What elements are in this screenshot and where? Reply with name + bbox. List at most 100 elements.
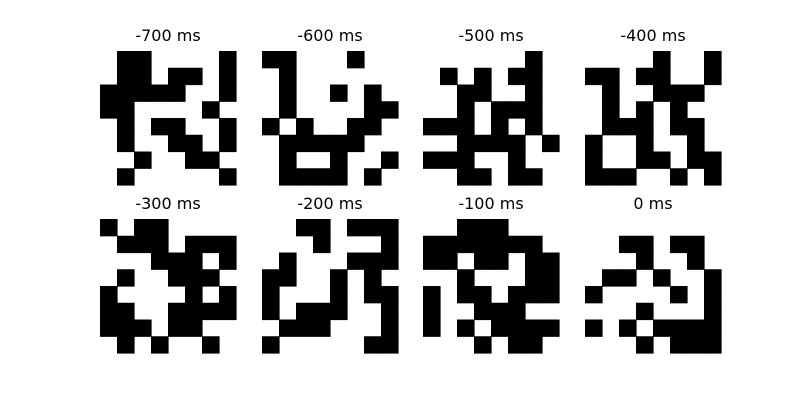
heatmap-cell bbox=[704, 68, 722, 85]
heatmap-cell bbox=[313, 303, 331, 320]
heatmap-cell bbox=[525, 269, 543, 286]
heatmap-cell bbox=[474, 68, 492, 85]
heatmap-cell bbox=[279, 168, 297, 185]
heatmap-cell bbox=[619, 118, 637, 135]
heatmap-cell bbox=[117, 85, 135, 102]
heatmap-cell bbox=[364, 286, 382, 303]
heatmap-cell bbox=[687, 152, 705, 169]
heatmap-cell bbox=[670, 168, 688, 185]
heatmap-cell bbox=[457, 85, 475, 102]
heatmap-cell bbox=[687, 135, 705, 152]
heatmap-cell bbox=[457, 135, 475, 152]
heatmap-cell bbox=[602, 118, 620, 135]
heatmap-cell bbox=[262, 118, 280, 135]
heatmap-cell bbox=[296, 118, 314, 135]
heatmap-cell bbox=[202, 101, 220, 118]
heatmap-cell bbox=[381, 320, 399, 337]
heatmap-cell bbox=[296, 303, 314, 320]
heatmap-cell bbox=[440, 236, 458, 253]
heatmap-cell bbox=[117, 320, 135, 337]
heatmap-cell bbox=[474, 135, 492, 152]
heatmap-cell bbox=[491, 135, 509, 152]
heatmap-cell bbox=[636, 152, 654, 169]
heatmap-cell bbox=[508, 236, 526, 253]
heatmap-cell bbox=[423, 152, 441, 169]
heatmap-cell bbox=[117, 51, 135, 68]
heatmap-cell bbox=[185, 253, 203, 270]
heatmap-cell bbox=[687, 236, 705, 253]
heatmap-cell bbox=[585, 168, 603, 185]
heatmap-cell bbox=[542, 269, 560, 286]
heatmap-cell bbox=[457, 269, 475, 286]
heatmap-cell bbox=[491, 303, 509, 320]
heatmap-cell bbox=[330, 135, 348, 152]
panel-7: 0 ms bbox=[585, 194, 722, 354]
heatmap-cell bbox=[474, 336, 492, 353]
heatmap-cell bbox=[440, 68, 458, 85]
heatmap-cell bbox=[381, 336, 399, 353]
heatmap-cell bbox=[636, 336, 654, 353]
panel-title: -200 ms bbox=[297, 194, 362, 213]
panel-6: -100 ms bbox=[423, 194, 560, 354]
heatmap-cell bbox=[313, 320, 331, 337]
heatmap-cell bbox=[585, 286, 603, 303]
heatmap-cell bbox=[704, 336, 722, 353]
heatmap-cell bbox=[457, 101, 475, 118]
heatmap-cell bbox=[525, 336, 543, 353]
heatmap-cell bbox=[670, 286, 688, 303]
heatmap-cell bbox=[636, 135, 654, 152]
heatmap-cell bbox=[602, 168, 620, 185]
heatmap-cell bbox=[636, 101, 654, 118]
heatmap-cell bbox=[704, 168, 722, 185]
heatmap-cell bbox=[364, 118, 382, 135]
heatmap-cell bbox=[457, 320, 475, 337]
heatmap-cell bbox=[151, 85, 169, 102]
panel-title: 0 ms bbox=[633, 194, 672, 213]
heatmap-cell bbox=[279, 68, 297, 85]
heatmap-cell bbox=[219, 135, 237, 152]
heatmap-cell bbox=[508, 336, 526, 353]
heatmap-cell bbox=[219, 118, 237, 135]
heatmap-cell bbox=[687, 118, 705, 135]
heatmap-cell bbox=[313, 168, 331, 185]
heatmap-cell bbox=[381, 303, 399, 320]
heatmap-cell bbox=[279, 51, 297, 68]
heatmap-cell bbox=[117, 135, 135, 152]
panel-5: -200 ms bbox=[262, 194, 399, 354]
heatmap-cell bbox=[364, 219, 382, 236]
heatmap-cell bbox=[117, 236, 135, 253]
heatmap-cell bbox=[474, 236, 492, 253]
heatmap-cell bbox=[636, 303, 654, 320]
heatmap-cell bbox=[168, 320, 186, 337]
heatmap-cell bbox=[704, 320, 722, 337]
panel-title: -600 ms bbox=[297, 26, 362, 45]
heatmap-cell bbox=[168, 253, 186, 270]
heatmap-cell bbox=[525, 320, 543, 337]
heatmap-cell bbox=[423, 236, 441, 253]
panel-title: -700 ms bbox=[135, 26, 200, 45]
heatmap-cell bbox=[457, 152, 475, 169]
heatmap-cell bbox=[491, 101, 509, 118]
heatmap-cell bbox=[440, 152, 458, 169]
heatmap-cell bbox=[670, 336, 688, 353]
heatmap-cell bbox=[381, 101, 399, 118]
heatmap-cell bbox=[491, 118, 509, 135]
heatmap-cell bbox=[279, 152, 297, 169]
heatmap-cell bbox=[134, 320, 152, 337]
heatmap-cell bbox=[687, 253, 705, 270]
heatmap-cell bbox=[670, 101, 688, 118]
heatmap-cell bbox=[542, 286, 560, 303]
heatmap-cell bbox=[525, 51, 543, 68]
heatmap-cell bbox=[364, 85, 382, 102]
panel-title: -400 ms bbox=[620, 26, 685, 45]
heatmap-cell bbox=[423, 253, 441, 270]
heatmap-cell bbox=[585, 135, 603, 152]
heatmap-cell bbox=[296, 219, 314, 236]
heatmap-cell bbox=[168, 85, 186, 102]
heatmap-cell bbox=[670, 236, 688, 253]
heatmap-cell bbox=[185, 303, 203, 320]
heatmap-cell bbox=[262, 269, 280, 286]
heatmap-cell bbox=[602, 269, 620, 286]
